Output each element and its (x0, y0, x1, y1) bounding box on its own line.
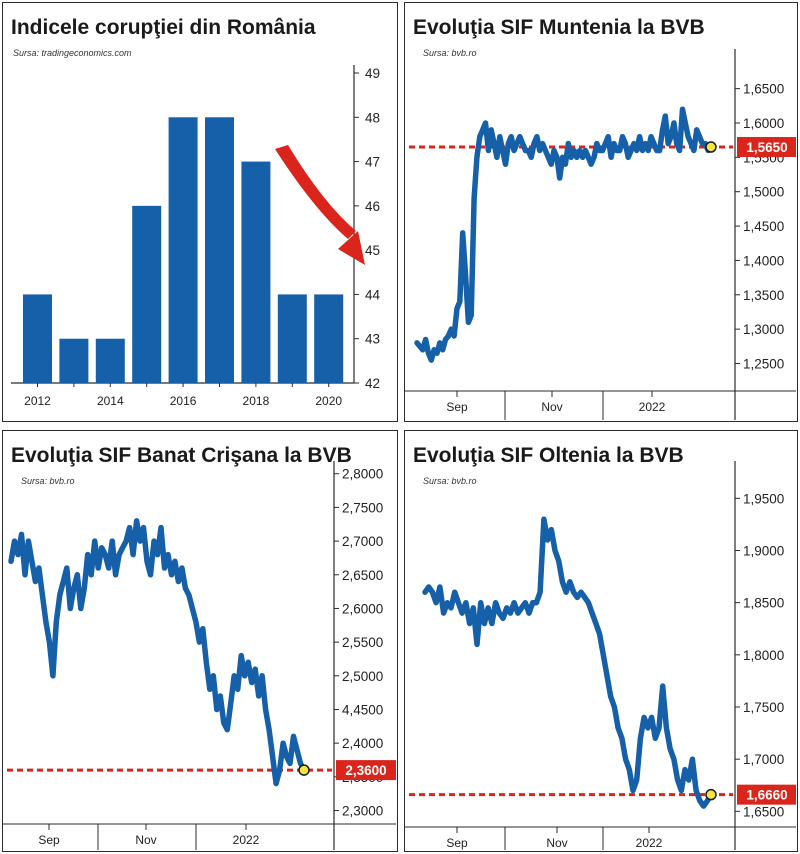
x-tick-label: 2020 (315, 394, 342, 408)
x-tick-label: Nov (546, 836, 567, 850)
x-tick-label: 2012 (24, 394, 51, 408)
last-value-marker (705, 141, 717, 153)
y-tick-label: 1,8000 (743, 648, 784, 663)
last-value-label: 1,6660 (746, 788, 787, 803)
chart-panel-sif-banat-crisana: Evoluţia SIF Banat Crişana la BVB Sursa: … (2, 430, 398, 852)
y-tick-label: 48 (365, 110, 380, 125)
x-tick-label: Sep (446, 400, 468, 414)
y-tick-label: 2,6500 (342, 568, 383, 583)
x-tick-label: Nov (135, 833, 156, 847)
x-tick-label: 2014 (97, 394, 124, 408)
series-line (422, 516, 714, 809)
trend-arrow-icon (275, 145, 365, 265)
chart-title: Evoluţia SIF Muntenia la BVB (413, 16, 705, 39)
y-tick-label: 46 (365, 199, 380, 214)
x-tick-label: 2022 (639, 400, 666, 414)
bar-2017 (205, 117, 234, 384)
x-tick-label: Nov (541, 400, 562, 414)
last-value-marker (298, 764, 310, 776)
y-tick-label: 2,6000 (342, 601, 383, 616)
x-tick-label: Sep (446, 836, 468, 850)
y-tick-label: 2,3000 (342, 804, 383, 819)
bar-2012 (23, 294, 52, 383)
y-tick-label: 2,7500 (342, 500, 383, 515)
chart-source: Sursa: bvb.ro (21, 476, 75, 486)
y-tick-label: 1,3500 (743, 288, 784, 303)
x-tick-label: 2016 (170, 394, 197, 408)
bar-2019 (277, 294, 307, 383)
x-tick-label: 2018 (243, 394, 270, 408)
chart-panel-corruption-index: Indicele corupţiei din România Sursa: tra… (2, 2, 398, 422)
y-tick-label: 1,6500 (743, 82, 784, 97)
trend-arrow-shaft (275, 145, 356, 239)
chart-title: Indicele corupţiei din România (11, 16, 316, 39)
y-tick-label: 47 (365, 155, 380, 170)
series-line (414, 106, 714, 363)
y-tick-label: 45 (365, 243, 380, 258)
bar-2020 (314, 294, 344, 383)
chart-title: Evoluţia SIF Oltenia la BVB (413, 444, 684, 467)
y-tick-label: 2,4000 (342, 736, 383, 751)
trend-arrow-head (338, 231, 365, 265)
x-tick-label: Sep (38, 833, 60, 847)
y-tick-label: 4,4500 (342, 702, 383, 717)
last-value-marker (705, 788, 717, 801)
bar-2016 (168, 117, 198, 384)
chart-svg: Evoluţia SIF Oltenia la BVB Sursa: bvb.ro… (405, 444, 796, 850)
chart-svg: Evoluţia SIF Muntenia la BVB Sursa: bvb.r… (405, 16, 796, 420)
y-tick-label: 1,9500 (743, 491, 784, 506)
y-tick-label: 2,7000 (342, 534, 383, 549)
chart-panel-sif-oltenia: Evoluţia SIF Oltenia la BVB Sursa: bvb.ro… (404, 430, 798, 852)
chart-svg: Evoluţia SIF Banat Crişana la BVB Sursa: … (3, 444, 396, 850)
y-tick-label: 1,8500 (743, 596, 784, 611)
y-tick-label: 2,8000 (342, 467, 383, 482)
y-tick-label: 2,5500 (342, 635, 383, 650)
last-value-label: 2,3600 (345, 763, 386, 778)
last-value-badge (737, 137, 796, 158)
bar-2014 (95, 338, 125, 383)
y-tick-label: 42 (365, 376, 380, 391)
chart-svg: Indicele corupţiei din România Sursa: tra… (11, 16, 381, 408)
chart-source: Sursa: bvb.ro (423, 48, 477, 58)
y-tick-label: 43 (365, 332, 380, 347)
x-tick-label: 2022 (233, 833, 260, 847)
y-tick-label: 1,3000 (743, 322, 784, 337)
y-tick-label: 1,7000 (743, 752, 784, 767)
bar-2015 (132, 205, 162, 383)
chart-source: Sursa: bvb.ro (423, 476, 477, 486)
chart-title: Evoluţia SIF Banat Crişana la BVB (11, 444, 352, 467)
series-line (8, 518, 307, 787)
y-tick-label: 2,5000 (342, 669, 383, 684)
y-tick-label: 1,7500 (743, 700, 784, 715)
y-tick-label: 1,9000 (743, 543, 784, 558)
y-tick-label: 1,6500 (743, 804, 784, 819)
bar-2013 (59, 338, 89, 383)
y-tick-label: 1,4500 (743, 219, 784, 234)
y-tick-label: 1,6000 (743, 116, 784, 131)
last-value-label: 1,5650 (746, 140, 787, 155)
chart-panel-sif-muntenia: Evoluţia SIF Muntenia la BVB Sursa: bvb.r… (404, 2, 798, 422)
x-tick-label: 2022 (636, 836, 663, 850)
chart-source: Sursa: tradingeconomics.com (13, 48, 132, 58)
y-tick-label: 1,4000 (743, 253, 784, 268)
y-tick-label: 1,5000 (743, 185, 784, 200)
last-value-badge (737, 784, 796, 805)
bar-2018 (241, 161, 271, 383)
y-tick-label: 44 (365, 287, 381, 302)
y-tick-label: 49 (365, 66, 380, 81)
last-value-badge (336, 760, 396, 781)
y-tick-label: 1,2500 (743, 357, 784, 372)
